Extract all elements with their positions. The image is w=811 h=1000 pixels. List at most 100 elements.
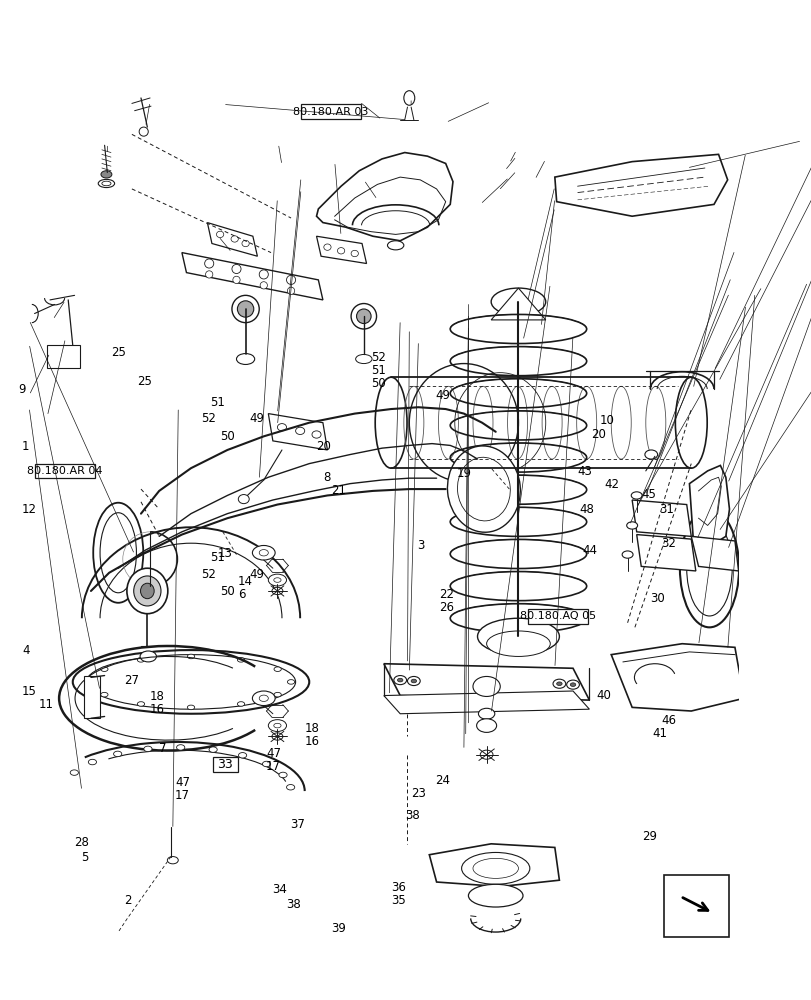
Ellipse shape <box>101 667 108 671</box>
Text: 18: 18 <box>305 722 320 735</box>
Text: 15: 15 <box>22 685 37 698</box>
Polygon shape <box>491 288 545 320</box>
Ellipse shape <box>273 578 281 582</box>
Ellipse shape <box>238 753 247 758</box>
Text: 23: 23 <box>410 787 425 800</box>
Ellipse shape <box>140 651 157 662</box>
Ellipse shape <box>397 678 402 682</box>
Ellipse shape <box>114 751 122 757</box>
Text: 32: 32 <box>660 537 675 550</box>
Text: 40: 40 <box>596 689 611 702</box>
Ellipse shape <box>167 857 178 864</box>
Text: 20: 20 <box>315 440 331 453</box>
Text: 12: 12 <box>22 503 37 516</box>
Text: 49: 49 <box>249 568 264 581</box>
Text: 18: 18 <box>150 690 165 703</box>
Ellipse shape <box>187 654 195 659</box>
Text: 39: 39 <box>330 922 345 935</box>
Ellipse shape <box>566 680 579 689</box>
Text: 5: 5 <box>81 851 88 864</box>
Polygon shape <box>384 664 589 700</box>
Ellipse shape <box>350 250 358 257</box>
Ellipse shape <box>472 676 500 696</box>
Polygon shape <box>689 465 728 544</box>
Ellipse shape <box>208 747 217 752</box>
Text: 50: 50 <box>220 585 234 598</box>
Bar <box>35 464 95 478</box>
Text: 3: 3 <box>417 539 424 552</box>
Polygon shape <box>384 691 589 714</box>
Text: 11: 11 <box>38 698 54 711</box>
Text: 52: 52 <box>200 412 216 425</box>
Ellipse shape <box>101 692 108 697</box>
Ellipse shape <box>205 271 212 278</box>
Ellipse shape <box>286 275 295 284</box>
Text: 1: 1 <box>22 440 30 453</box>
Ellipse shape <box>268 574 286 586</box>
Ellipse shape <box>350 304 376 329</box>
Bar <box>663 875 728 937</box>
Ellipse shape <box>273 723 281 728</box>
Ellipse shape <box>88 759 97 765</box>
Ellipse shape <box>137 702 144 706</box>
Text: 80.180.AR 04: 80.180.AR 04 <box>28 466 103 476</box>
Ellipse shape <box>486 631 550 656</box>
Ellipse shape <box>272 587 282 595</box>
Ellipse shape <box>410 679 416 683</box>
Ellipse shape <box>232 295 259 323</box>
Text: 21: 21 <box>330 484 345 497</box>
Text: 8: 8 <box>323 471 330 484</box>
Text: 50: 50 <box>220 430 234 443</box>
Ellipse shape <box>478 708 494 719</box>
Text: 25: 25 <box>110 346 126 359</box>
Ellipse shape <box>233 276 240 284</box>
Ellipse shape <box>98 179 114 188</box>
Text: 35: 35 <box>391 894 406 907</box>
Ellipse shape <box>679 509 738 627</box>
Text: 14: 14 <box>238 575 252 588</box>
Ellipse shape <box>621 551 633 558</box>
Text: 13: 13 <box>217 547 233 560</box>
Ellipse shape <box>279 772 287 778</box>
Ellipse shape <box>204 259 213 268</box>
Text: 38: 38 <box>286 898 301 911</box>
Text: 24: 24 <box>435 774 449 787</box>
Ellipse shape <box>101 171 112 178</box>
Ellipse shape <box>252 691 275 706</box>
Ellipse shape <box>311 431 320 438</box>
Ellipse shape <box>272 733 282 740</box>
Ellipse shape <box>407 676 420 686</box>
Ellipse shape <box>140 583 154 599</box>
Text: 42: 42 <box>603 478 619 491</box>
Text: 17: 17 <box>175 789 190 802</box>
Polygon shape <box>611 644 743 711</box>
Polygon shape <box>268 414 327 450</box>
Ellipse shape <box>356 309 371 324</box>
Ellipse shape <box>237 702 244 706</box>
Text: 49: 49 <box>249 412 264 425</box>
Text: 27: 27 <box>124 674 139 687</box>
Text: 7: 7 <box>159 742 166 755</box>
Ellipse shape <box>468 884 522 907</box>
Ellipse shape <box>259 695 268 701</box>
Polygon shape <box>316 153 453 241</box>
Text: 28: 28 <box>74 836 88 849</box>
Ellipse shape <box>447 446 520 532</box>
Ellipse shape <box>101 181 111 186</box>
Ellipse shape <box>259 270 268 279</box>
Ellipse shape <box>137 658 144 662</box>
Ellipse shape <box>273 667 281 671</box>
Ellipse shape <box>355 354 371 364</box>
Ellipse shape <box>686 520 732 616</box>
Text: 47: 47 <box>265 747 281 760</box>
Polygon shape <box>690 536 738 571</box>
Ellipse shape <box>237 658 244 662</box>
Text: 51: 51 <box>210 551 225 564</box>
Ellipse shape <box>476 719 496 732</box>
Bar <box>527 609 587 624</box>
Text: 80.180.AR 03: 80.180.AR 03 <box>293 107 368 117</box>
Text: 41: 41 <box>651 727 667 740</box>
Ellipse shape <box>262 761 270 767</box>
Ellipse shape <box>491 288 545 315</box>
Ellipse shape <box>236 354 255 364</box>
